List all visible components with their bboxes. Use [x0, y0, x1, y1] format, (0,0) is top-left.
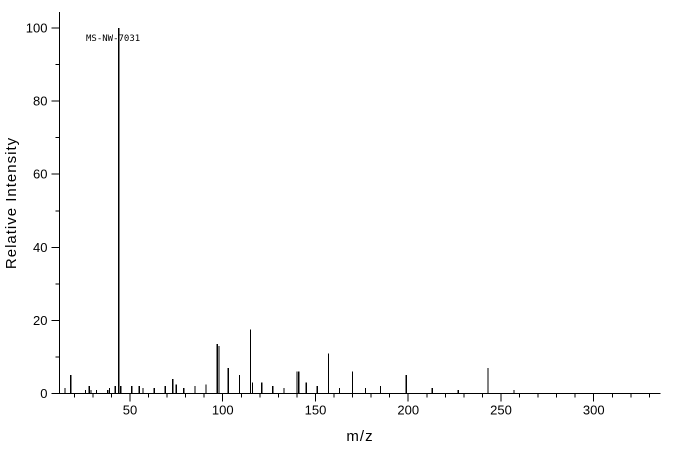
x-tick-label: 50	[123, 403, 137, 418]
y-tick-label: 80	[33, 94, 47, 109]
axes	[59, 12, 661, 394]
x-tick-label: 150	[305, 403, 327, 418]
axis-tick-labels: 50 100 150 200 250 300 0 20 40 60 80 100	[26, 21, 605, 418]
spectrum-id-label: MS-NW-7031	[86, 34, 140, 44]
axis-ticks	[51, 27, 650, 402]
y-tick-label: 0	[40, 386, 47, 401]
y-tick-label: 20	[33, 313, 47, 328]
y-tick-label: 40	[33, 240, 47, 255]
y-tick-label: 60	[33, 167, 47, 182]
x-axis-label: m/z	[346, 428, 373, 445]
x-tick-label: 250	[490, 403, 512, 418]
x-tick-label: 100	[212, 403, 234, 418]
x-tick-label: 300	[583, 403, 605, 418]
spectrum-peaks	[64, 28, 515, 394]
y-axis-label: Relative Intensity	[3, 137, 20, 269]
y-tick-label: 100	[26, 21, 48, 36]
x-tick-label: 200	[397, 403, 419, 418]
